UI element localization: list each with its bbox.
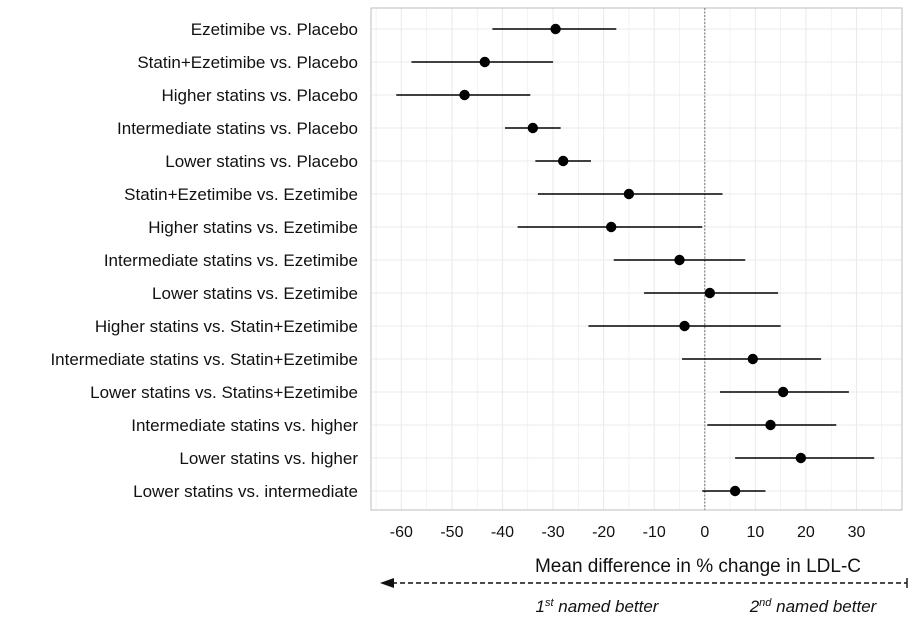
x-tick-label: 10 [746, 524, 764, 541]
x-tick-label: -20 [592, 524, 615, 541]
point-estimate [729, 485, 741, 497]
second-named-text: named better [771, 597, 877, 616]
point-estimate [777, 386, 789, 398]
category-label: Intermediate statins vs. Ezetimibe [104, 251, 358, 270]
point-estimate [459, 89, 470, 101]
plot-panel-border [370, 7, 903, 511]
point-estimate [479, 56, 490, 68]
point-estimate [674, 254, 685, 266]
x-tick-label: -60 [390, 524, 413, 541]
point-estimates [459, 23, 807, 497]
category-label: Intermediate statins vs. higher [131, 416, 358, 435]
first-named-text: named better [554, 597, 660, 616]
x-tick-labels: -60 -50 -40 -30 -20 -10 0 10 20 30 [390, 524, 866, 541]
x-tick-label: -40 [491, 524, 514, 541]
category-label: Lower statins vs. Placebo [165, 152, 358, 171]
point-estimate [606, 221, 617, 233]
x-tick-label: 0 [700, 524, 709, 541]
first-named-prefix: 1 [536, 597, 545, 616]
category-label: Intermediate statins vs. Placebo [117, 119, 358, 138]
point-estimate [679, 320, 690, 332]
x-tick-label: 30 [848, 524, 866, 541]
x-tick-label: -30 [541, 524, 564, 541]
second-named-better-label: 2nd named better [749, 597, 878, 616]
category-label: Lower statins vs. Ezetimibe [152, 284, 358, 303]
category-label: Lower statins vs. intermediate [133, 482, 358, 501]
grid-lines [371, 8, 902, 510]
point-estimate [550, 23, 561, 35]
x-tick-label: -50 [440, 524, 463, 541]
x-axis-label: Mean difference in % change in LDL-C [535, 556, 861, 577]
direction-arrow [380, 578, 908, 588]
category-label: Statin+Ezetimibe vs. Ezetimibe [124, 185, 358, 204]
point-estimate [557, 155, 569, 167]
first-named-sup: st [545, 597, 555, 609]
first-named-better-label: 1st named better [536, 597, 660, 616]
category-label: Ezetimibe vs. Placebo [191, 20, 358, 39]
category-label: Lower statins vs. Statins+Ezetimibe [90, 383, 358, 402]
point-estimate [765, 419, 776, 431]
x-tick-label: -10 [643, 524, 666, 541]
second-named-sup: nd [759, 597, 772, 609]
category-label: Intermediate statins vs. Statin+Ezetimib… [50, 350, 358, 369]
point-estimate [747, 353, 759, 365]
second-named-prefix: 2 [749, 597, 760, 616]
x-tick-label: 20 [797, 524, 815, 541]
point-estimate [704, 287, 716, 299]
direction-arrow-head [380, 578, 394, 588]
category-label: Lower statins vs. higher [179, 449, 358, 468]
category-label: Higher statins vs. Statin+Ezetimibe [95, 317, 358, 336]
category-label: Higher statins vs. Ezetimibe [148, 218, 358, 237]
point-estimate [795, 452, 807, 464]
category-labels: Ezetimibe vs. Placebo Statin+Ezetimibe vs… [50, 20, 358, 501]
category-label: Higher statins vs. Placebo [161, 86, 358, 105]
point-estimate [527, 122, 539, 134]
point-estimate [623, 188, 635, 200]
category-label: Statin+Ezetimibe vs. Placebo [137, 53, 358, 72]
